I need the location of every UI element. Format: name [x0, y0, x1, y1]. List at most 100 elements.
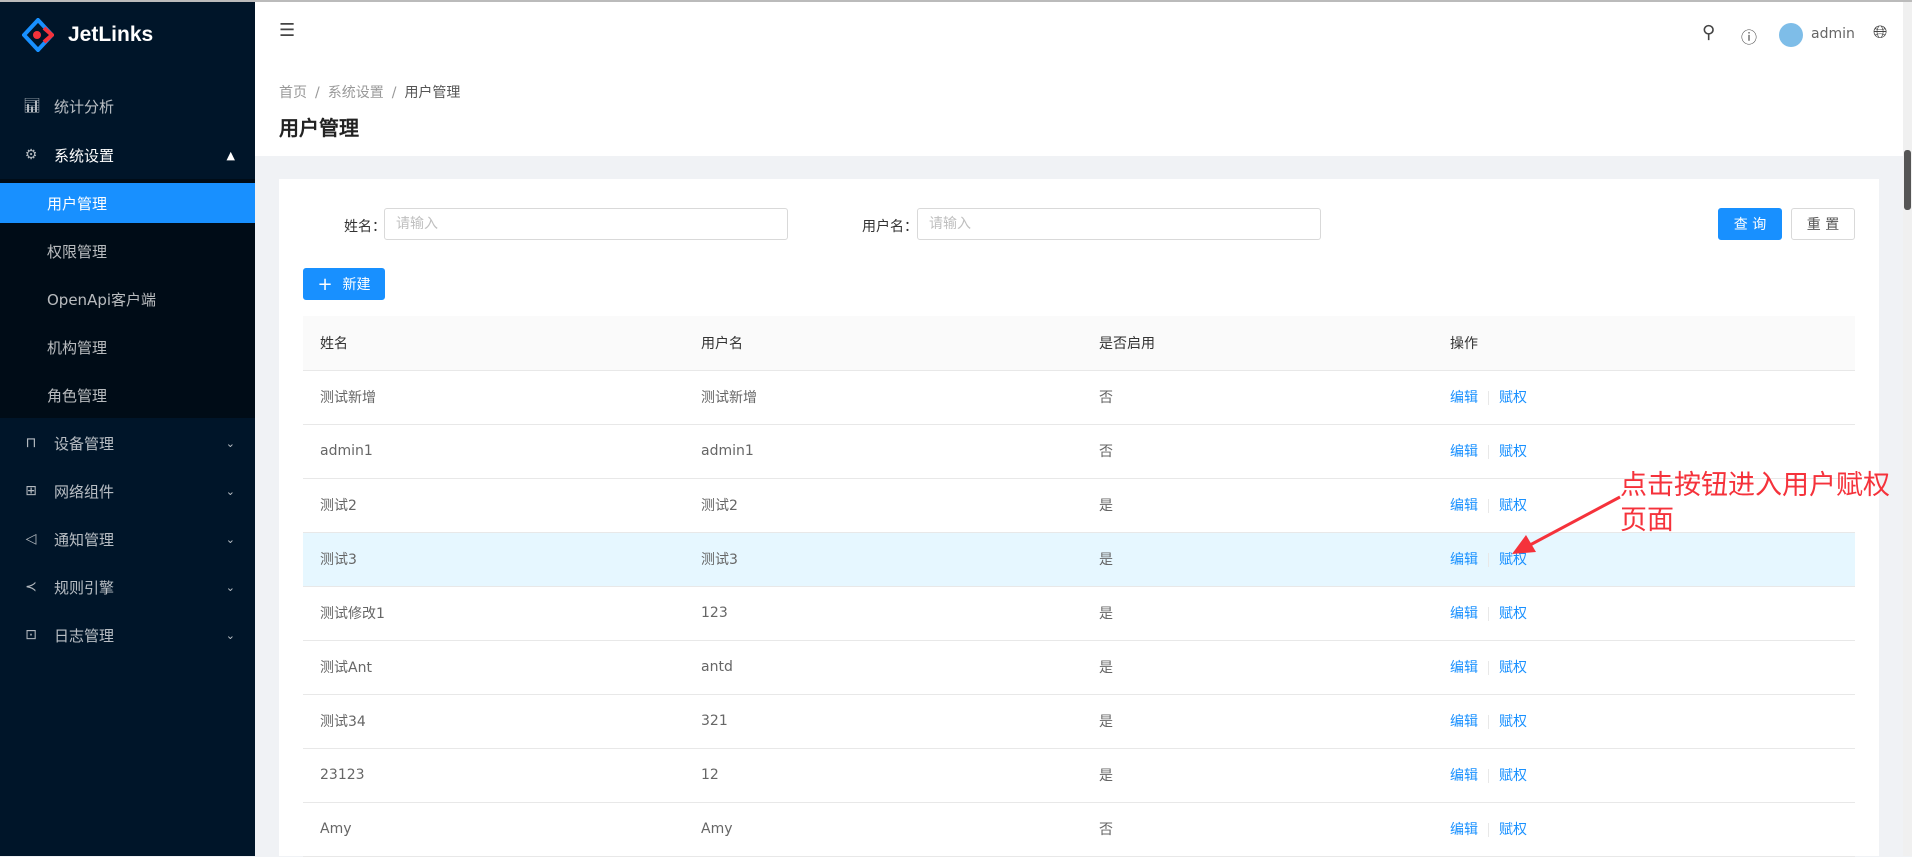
- breadcrumb-system-settings[interactable]: 系统设置: [327, 85, 384, 101]
- cell-actions: 编辑 赋权: [1433, 424, 1855, 479]
- edit-link[interactable]: 编辑: [1450, 768, 1478, 784]
- sidebar-item-label: 系统设置: [54, 146, 115, 165]
- top-header: ☰ ⚲ ⓘ admin 🌐︎: [255, 0, 1903, 68]
- sidebar-item-label: 通知管理: [54, 530, 115, 549]
- sound-icon: ◁: [25, 531, 37, 547]
- name-input[interactable]: [384, 208, 788, 240]
- cell-username: antd: [684, 640, 1082, 695]
- grant-link[interactable]: 赋权: [1499, 822, 1527, 838]
- menu-fold-icon[interactable]: ☰: [279, 20, 296, 41]
- chevron-down-icon: ⌄: [225, 628, 235, 642]
- table-row: 测试34 321 是 编辑 赋权: [303, 694, 1855, 749]
- scrollbar[interactable]: [1903, 0, 1912, 856]
- sidebar-item-org-management[interactable]: 机构管理: [0, 327, 255, 367]
- query-button[interactable]: 查 询: [1718, 208, 1782, 240]
- cell-name: Amy: [303, 802, 684, 857]
- grant-link[interactable]: 赋权: [1499, 606, 1527, 622]
- annotation-text: 点击按钮进入用户赋权页面: [1620, 470, 1890, 536]
- cell-actions: 编辑 赋权: [1433, 478, 1855, 533]
- sidebar-item-label: 规则引擎: [54, 578, 115, 597]
- edit-link[interactable]: 编辑: [1450, 660, 1478, 676]
- sidebar-item-device-management[interactable]: ⊓ 设备管理 ⌄: [0, 419, 255, 467]
- breadcrumb-home[interactable]: 首页: [279, 85, 307, 101]
- app-name: JetLinks: [68, 23, 154, 46]
- cell-actions: 编辑 赋权: [1433, 694, 1855, 749]
- share-icon: ≺: [25, 579, 37, 595]
- column-header-actions: 操作: [1433, 316, 1855, 371]
- user-table: 姓名 用户名 是否启用 操作 测试新增 测试新增否编辑 赋权 admin1 admin1…: [303, 316, 1855, 857]
- cell-name: 测试Ant: [303, 640, 684, 695]
- sidebar: JetLinks 📊︎ 统计分析 ⚙ 系统设置 ▲ 用户管理 权限管理 OpenApi…: [0, 0, 255, 856]
- username[interactable]: admin: [1811, 26, 1855, 42]
- name-label: 姓名：: [344, 219, 386, 235]
- column-header-username: 用户名: [684, 316, 1082, 371]
- avatar[interactable]: [1779, 23, 1803, 47]
- sidebar-item-label: OpenApi客户端: [47, 290, 157, 309]
- cell-username: 测试2: [684, 478, 1082, 533]
- edit-link[interactable]: 编辑: [1450, 444, 1478, 460]
- action-divider: [1488, 445, 1489, 459]
- help-icon[interactable]: ⓘ: [1741, 28, 1758, 47]
- sidebar-item-network-components[interactable]: ⊞ 网络组件 ⌄: [0, 467, 255, 515]
- sidebar-item-notification-management[interactable]: ◁ 通知管理 ⌄: [0, 515, 255, 563]
- cell-actions: 编辑 赋权: [1433, 640, 1855, 695]
- sidebar-item-log-management[interactable]: ⊡ 日志管理 ⌄: [0, 611, 255, 659]
- new-button[interactable]: + 新建: [303, 268, 385, 300]
- action-divider: [1488, 607, 1489, 621]
- column-header-name: 姓名: [303, 316, 684, 371]
- action-divider: [1488, 715, 1489, 729]
- cell-username: Amy: [684, 802, 1082, 857]
- edit-link[interactable]: 编辑: [1450, 606, 1478, 622]
- log-icon: ⊡: [25, 627, 37, 643]
- sidebar-item-statistics[interactable]: 📊︎ 统计分析: [0, 82, 255, 130]
- sidebar-item-rule-engine[interactable]: ≺ 规则引擎 ⌄: [0, 563, 255, 611]
- logo[interactable]: JetLinks: [22, 18, 153, 52]
- globe-icon[interactable]: 🌐︎: [1873, 22, 1888, 43]
- search-icon[interactable]: ⚲: [1702, 22, 1716, 43]
- breadcrumb: 首页 / 系统设置 / 用户管理: [279, 85, 461, 101]
- sidebar-item-openapi-client[interactable]: OpenApi客户端: [0, 279, 255, 319]
- cell-actions: 编辑 赋权: [1433, 586, 1855, 641]
- cell-enabled: 是: [1082, 478, 1433, 533]
- new-button-label: 新建: [342, 277, 371, 293]
- edit-link[interactable]: 编辑: [1450, 714, 1478, 730]
- cell-name: 23123: [303, 748, 684, 803]
- cell-name: 测试34: [303, 694, 684, 749]
- grant-link[interactable]: 赋权: [1499, 444, 1527, 460]
- grant-link[interactable]: 赋权: [1499, 714, 1527, 730]
- cell-enabled: 是: [1082, 640, 1433, 695]
- scrollbar-thumb[interactable]: [1904, 150, 1911, 210]
- page-title: 用户管理: [279, 116, 359, 140]
- cell-enabled: 是: [1082, 694, 1433, 749]
- cell-name: admin1: [303, 424, 684, 479]
- cell-username: 测试新增: [684, 370, 1082, 425]
- grant-link[interactable]: 赋权: [1499, 660, 1527, 676]
- sidebar-item-permission-management[interactable]: 权限管理: [0, 231, 255, 271]
- cell-name: 测试2: [303, 478, 684, 533]
- edit-link[interactable]: 编辑: [1450, 822, 1478, 838]
- sidebar-item-role-management[interactable]: 角色管理: [0, 375, 255, 415]
- sidebar-item-system-settings[interactable]: ⚙ 系统设置 ▲: [0, 131, 255, 179]
- username-input[interactable]: [917, 208, 1321, 240]
- edit-link[interactable]: 编辑: [1450, 390, 1478, 406]
- sidebar-item-user-management[interactable]: 用户管理: [0, 183, 255, 223]
- action-divider: [1488, 499, 1489, 513]
- chevron-down-icon: ⌄: [225, 532, 235, 546]
- action-divider: [1488, 391, 1489, 405]
- cell-username: 12: [684, 748, 1082, 803]
- table-row: admin1 admin1 否编辑 赋权: [303, 424, 1855, 479]
- grant-link[interactable]: 赋权: [1499, 768, 1527, 784]
- edit-link[interactable]: 编辑: [1450, 498, 1478, 514]
- page-header: 首页 / 系统设置 / 用户管理 用户管理: [255, 68, 1903, 156]
- cell-enabled: 是: [1082, 748, 1433, 803]
- cell-username: admin1: [684, 424, 1082, 479]
- grant-link[interactable]: 赋权: [1499, 390, 1527, 406]
- grant-link[interactable]: 赋权: [1499, 552, 1527, 568]
- cell-enabled: 是: [1082, 586, 1433, 641]
- edit-link[interactable]: 编辑: [1450, 552, 1478, 568]
- grant-link[interactable]: 赋权: [1499, 498, 1527, 514]
- bar-chart-icon: 📊︎: [23, 98, 41, 114]
- reset-button[interactable]: 重 置: [1791, 208, 1855, 240]
- column-header-enabled: 是否启用: [1082, 316, 1433, 371]
- action-divider: [1488, 661, 1489, 675]
